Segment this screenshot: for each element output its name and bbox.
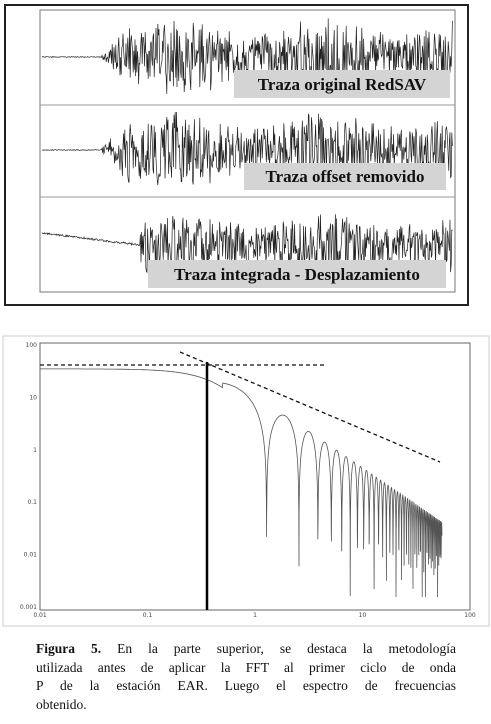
- caption-line: obtenido.: [36, 696, 87, 712]
- figure: Traza original RedSAV Traza offset remov…: [2, 4, 490, 627]
- x-tick-label: 100: [464, 612, 476, 619]
- waveform: [41, 111, 453, 186]
- x-tick-label: 10: [359, 612, 367, 619]
- spectrum-curve: [40, 368, 443, 598]
- slope-line: [179, 351, 441, 463]
- x-tick-label: 1: [253, 612, 257, 619]
- trace-label: Traza integrada - Desplazamiento: [174, 265, 420, 284]
- bottom-panel-frame: [2, 335, 490, 627]
- caption-label: Figura 5.: [36, 641, 102, 656]
- y-tick-label: 0.001: [20, 604, 37, 611]
- label-box: [244, 163, 446, 190]
- y-tick-label: 1: [33, 447, 37, 454]
- x-tick-label: 0.01: [33, 612, 47, 619]
- label-box: [148, 260, 446, 288]
- x-tick-label: 0.1: [143, 612, 153, 619]
- caption-text: En la parte superior, se destaca la meto…: [101, 641, 456, 656]
- caption-line: utilizada antes de aplicar la FFT al pri…: [36, 659, 456, 675]
- label-box: [234, 70, 450, 98]
- trace-label: Traza offset removido: [266, 167, 425, 186]
- top-panel-frame: [4, 4, 469, 306]
- caption-line: P de la estación EAR. Luego el espectro …: [36, 678, 456, 693]
- y-tick-label: 10: [29, 394, 37, 401]
- bottom-plot-area: [39, 342, 471, 611]
- caption: Figura 5. En la parte superior, se desta…: [36, 640, 456, 714]
- y-tick-label: 0.01: [24, 552, 38, 559]
- top-plot-area: [39, 9, 456, 293]
- caption-line: Figura 5. En la parte superior, se desta…: [36, 640, 456, 659]
- waveform: [41, 18, 453, 94]
- y-tick-label: 100: [26, 342, 38, 349]
- trace-label: Traza original RedSAV: [258, 75, 427, 94]
- y-tick-label: 0.1: [27, 499, 37, 506]
